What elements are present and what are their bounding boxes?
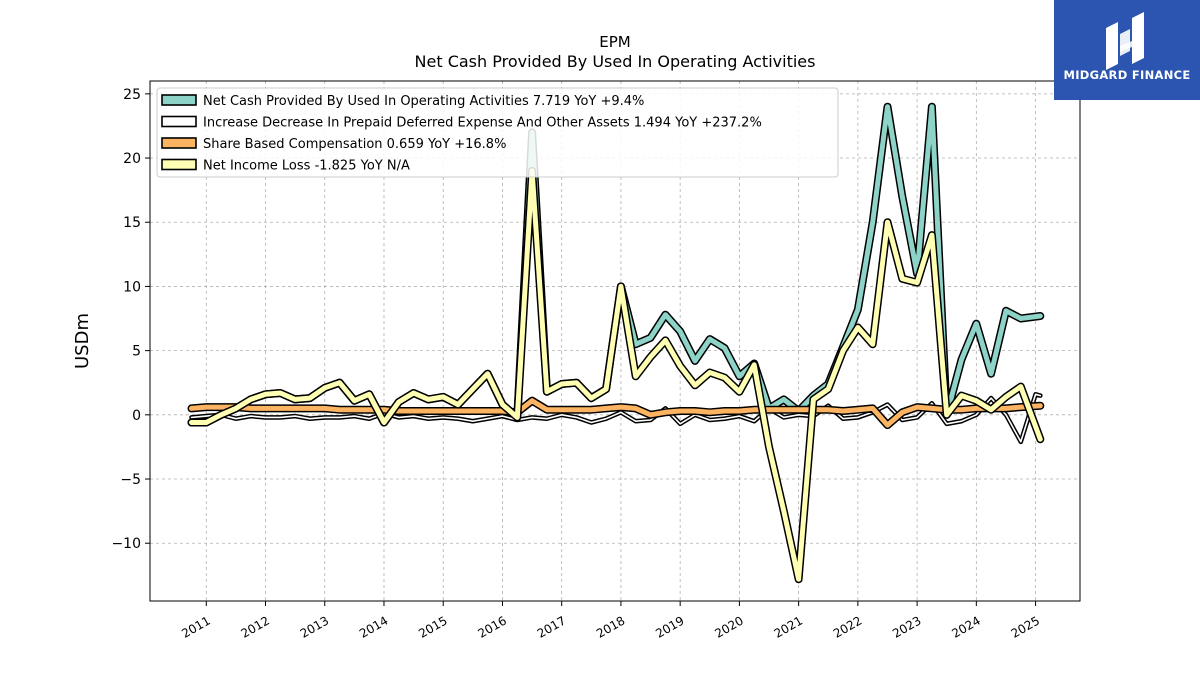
x-tick-label: 2014	[357, 613, 390, 640]
series-line-2	[189, 398, 1043, 428]
x-tick-label: 2016	[475, 613, 508, 640]
chart-subtitle: Net Cash Provided By Used In Operating A…	[415, 52, 816, 71]
chart-title: EPM	[599, 33, 630, 51]
x-axis: 2011 2012 2013 2014 2015 2016 2017 2018 2019 2020…	[179, 601, 1042, 641]
plot-frame	[149, 80, 1081, 602]
x-tick-label: 2011	[179, 613, 212, 640]
x-tick-label: 2025	[1009, 613, 1042, 640]
y-tick-label: 0	[132, 408, 141, 424]
y-tick-label: 5	[132, 344, 141, 360]
x-tick-label: 2024	[949, 613, 982, 640]
y-tick-label: 10	[123, 279, 141, 295]
series-layer	[187, 102, 1045, 584]
y-axis-label: USDm	[72, 313, 93, 369]
legend-label-2: Share Based Compensation 0.659 YoY +16.8…	[203, 137, 506, 152]
x-tick-label: 2020	[712, 613, 745, 640]
x-tick-label: 2012	[239, 613, 272, 640]
x-tick-label: 2015	[416, 613, 449, 640]
y-tick-label: −10	[111, 536, 141, 552]
legend-label-3: Net Income Loss -1.825 YoY N/A	[203, 159, 410, 174]
legend-swatch-0	[161, 94, 197, 106]
x-tick-label: 2023	[890, 613, 923, 640]
legend-label-1: Increase Decrease In Prepaid Deferred Ex…	[203, 116, 762, 131]
legend-swatch-3	[161, 158, 197, 171]
brand-logo: MIDGARD FINANCE	[1054, 0, 1200, 100]
y-tick-label: 25	[123, 87, 141, 103]
series-line-1	[190, 393, 1042, 443]
brand-name: MIDGARD FINANCE	[1063, 68, 1191, 82]
y-tick-label: −5	[120, 472, 141, 488]
legend-swatch-2	[161, 137, 197, 149]
legend-label-0: Net Cash Provided By Used In Operating A…	[203, 94, 644, 109]
x-tick-label: 2017	[535, 613, 568, 640]
x-tick-label: 2021	[772, 613, 805, 640]
legend-box	[156, 87, 839, 178]
y-axis: 25 20 15 10 5 0 −5 −10	[111, 87, 150, 552]
series-line-3	[189, 168, 1043, 582]
midgard-logo-icon	[1106, 12, 1144, 70]
x-tick-label: 2019	[653, 613, 686, 640]
y-tick-label: 15	[123, 215, 141, 231]
legend-swatch-1	[161, 115, 197, 128]
x-tick-label: 2018	[594, 613, 627, 640]
x-tick-label: 2022	[831, 613, 864, 640]
y-tick-label: 20	[123, 151, 141, 167]
legend: Net Cash Provided By Used In Operating A…	[156, 87, 839, 178]
x-tick-label: 2013	[298, 613, 331, 640]
